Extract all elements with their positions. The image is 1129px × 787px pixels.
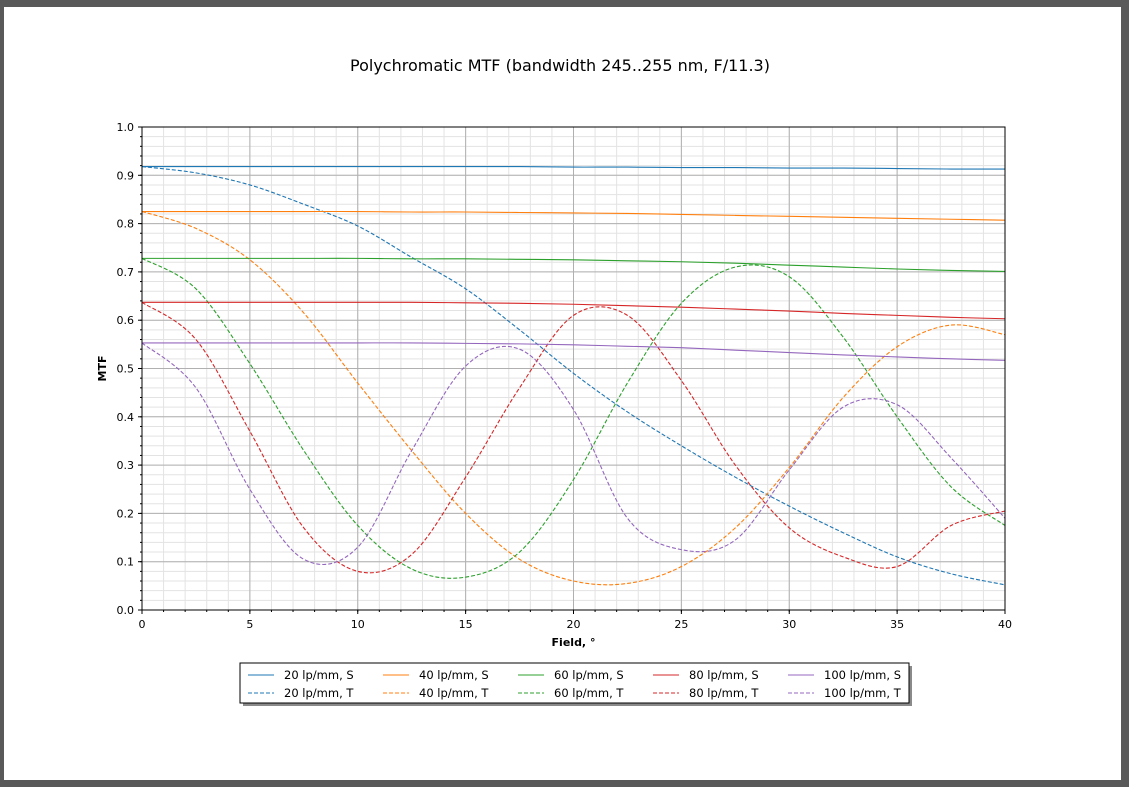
- chart-title: Polychromatic MTF (bandwidth 245..255 nm…: [350, 56, 770, 75]
- y-tick-label: 0.5: [117, 363, 135, 376]
- y-tick-label: 0.0: [117, 604, 135, 617]
- figure-page: Polychromatic MTF (bandwidth 245..255 nm…: [4, 7, 1121, 780]
- series-line-8: [141, 301, 1006, 574]
- x-tick-label: 10: [351, 618, 365, 631]
- series-line-10: [141, 342, 1006, 566]
- y-tick-label: 0.1: [117, 556, 135, 569]
- legend-label: 100 lp/mm, T: [824, 686, 902, 700]
- x-tick-label: 40: [998, 618, 1012, 631]
- y-tick-label: 1.0: [117, 121, 135, 134]
- series-line-1: [142, 166, 1006, 170]
- x-tick-label: 25: [674, 618, 688, 631]
- series-line-9: [142, 342, 1006, 361]
- series-line-7: [142, 301, 1006, 320]
- legend: 20 lp/mm, S 20 lp/mm, T 40 lp/mm, S 40 lp/m…: [239, 662, 912, 706]
- axis-ticks: 0 5 10 15 20 25 30 35 40 0.0 0.1 0.2 0.3 0.4 0.5 0.6 0.7…: [117, 121, 1013, 631]
- series-line-5: [142, 257, 1006, 272]
- x-tick-label: 15: [459, 618, 473, 631]
- y-tick-label: 0.3: [117, 459, 135, 472]
- y-tick-label: 0.4: [117, 411, 135, 424]
- x-tick-label: 5: [246, 618, 253, 631]
- series-line-4: [141, 211, 1006, 586]
- chart-svg: Polychromatic MTF (bandwidth 245..255 nm…: [96, 56, 1013, 706]
- legend-label: 40 lp/mm, S: [419, 668, 489, 682]
- x-tick-label: 30: [782, 618, 796, 631]
- y-tick-label: 0.2: [117, 507, 135, 520]
- series-line-2: [141, 166, 1006, 586]
- y-axis-label: MTF: [96, 356, 109, 382]
- series-lines: [141, 166, 1006, 586]
- legend-box: [239, 662, 910, 704]
- series-line-6: [141, 257, 1006, 579]
- y-tick-label: 0.9: [117, 169, 135, 182]
- y-tick-label: 0.7: [117, 266, 135, 279]
- legend-label: 100 lp/mm, S: [824, 668, 901, 682]
- x-tick-label: 35: [890, 618, 904, 631]
- y-tick-label: 0.6: [117, 314, 135, 327]
- x-tick-label: 20: [567, 618, 581, 631]
- legend-label: 20 lp/mm, T: [284, 686, 354, 700]
- x-axis-label: Field, °: [552, 636, 596, 649]
- legend-label: 20 lp/mm, S: [284, 668, 354, 682]
- legend-label: 60 lp/mm, S: [554, 668, 624, 682]
- legend-label: 80 lp/mm, S: [689, 668, 759, 682]
- series-line-3: [142, 210, 1006, 221]
- grid: [141, 126, 1006, 611]
- legend-label: 60 lp/mm, T: [554, 686, 624, 700]
- x-tick-label: 0: [139, 618, 146, 631]
- y-tick-label: 0.8: [117, 218, 135, 231]
- legend-label: 40 lp/mm, T: [419, 686, 489, 700]
- legend-label: 80 lp/mm, T: [689, 686, 759, 700]
